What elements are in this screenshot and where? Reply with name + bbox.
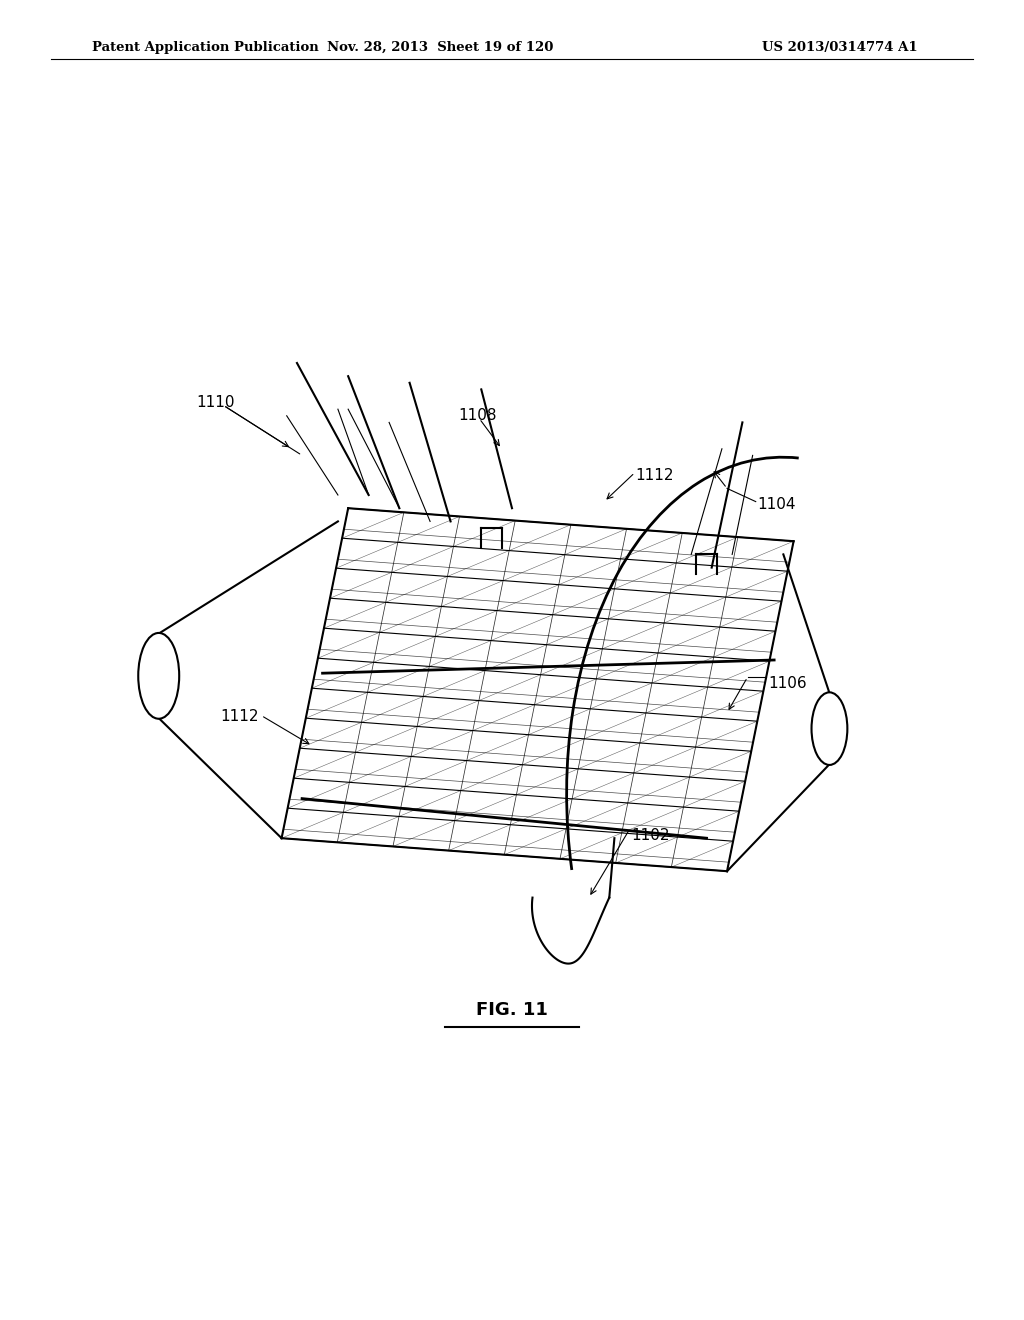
Text: 1112: 1112: [220, 709, 259, 725]
Text: US 2013/0314774 A1: US 2013/0314774 A1: [762, 41, 918, 54]
Ellipse shape: [138, 634, 179, 718]
Text: Nov. 28, 2013  Sheet 19 of 120: Nov. 28, 2013 Sheet 19 of 120: [327, 41, 554, 54]
Text: 1106: 1106: [768, 676, 807, 692]
Text: 1104: 1104: [758, 496, 797, 512]
Text: 1110: 1110: [197, 395, 236, 411]
Text: 1102: 1102: [632, 828, 671, 843]
Text: FIG. 11: FIG. 11: [476, 1001, 548, 1019]
Text: 1112: 1112: [635, 467, 674, 483]
Text: 1108: 1108: [459, 408, 498, 424]
Text: Patent Application Publication: Patent Application Publication: [92, 41, 318, 54]
Ellipse shape: [812, 692, 848, 764]
